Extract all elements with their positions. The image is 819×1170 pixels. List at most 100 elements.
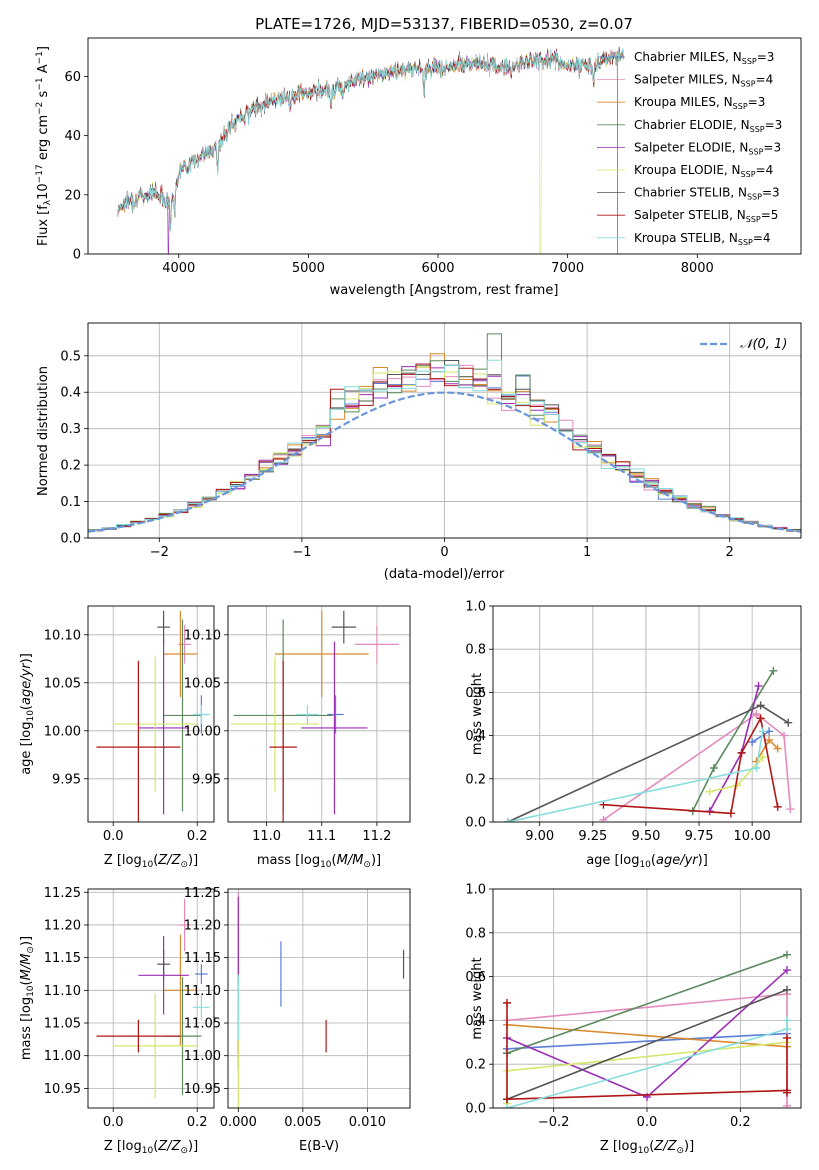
weight-marker <box>733 781 742 790</box>
y-tick-label: 0.2 <box>465 772 486 787</box>
weight-marker <box>503 818 512 822</box>
x-tick-label: 11.0 <box>252 829 281 844</box>
y-tick-label: 0.1 <box>60 495 81 510</box>
weight-marker <box>503 1095 511 1104</box>
axes-frame <box>492 605 802 823</box>
x-tick-label: 9.00 <box>525 829 554 844</box>
legend-label: Salpeter ELODIE, NSSP=3 <box>634 140 781 156</box>
weight-marker <box>783 1033 791 1042</box>
plot-area <box>503 950 791 1108</box>
y-tick-label: 0.3 <box>60 422 81 437</box>
y-tick-label: 11.00 <box>184 1049 221 1064</box>
mass-vs-Z-panel: 0.0 0.2 10.95 11.00 11.05 11.10 11.15 11.20 11.2… <box>19 886 215 1156</box>
x-tick-label: 0.2 <box>187 1115 208 1130</box>
weight-marker <box>756 701 765 710</box>
x-tick-label: 9.50 <box>631 829 660 844</box>
y-tick-label: 9.95 <box>52 772 81 787</box>
x-axis-label: Z [log10(Z/Z⊙)] <box>104 853 198 870</box>
age-vs-mass-panel: 11.0 11.1 11.2 9.95 10.00 10.05 10.10 mass [log… <box>184 605 411 870</box>
weight-line <box>602 713 792 821</box>
x-axis-label: Z [log10(Z/Z⊙)] <box>600 1139 694 1156</box>
y-tick-label: 10.95 <box>184 1082 221 1097</box>
spectrum-title: PLATE=1726, MJD=53137, FIBERID=0530, z=0… <box>255 15 633 33</box>
weight-marker <box>786 805 795 814</box>
y-tick-label: 10.10 <box>44 628 81 643</box>
weight-marker <box>756 714 765 723</box>
weight-marker <box>758 753 767 762</box>
weight-marker <box>599 800 608 809</box>
plot-area <box>230 610 399 822</box>
y-tick-label: 0.8 <box>465 926 486 941</box>
x-tick-label: 0.005 <box>284 1115 321 1130</box>
legend-label: Chabrier MILES, NSSP=3 <box>634 50 774 66</box>
y-tick-label: 60 <box>64 70 81 85</box>
y-tick-label: 1.0 <box>465 883 486 898</box>
y-tick-label: 11.25 <box>184 886 221 901</box>
x-tick-label: 10.00 <box>734 829 771 844</box>
weight-line <box>507 731 764 822</box>
y-tick-label: 10.00 <box>44 724 81 739</box>
spectrum-line <box>117 47 624 230</box>
y-tick-label: 0.6 <box>465 686 486 701</box>
y-tick-label: 11.20 <box>184 918 221 933</box>
y-tick-label: 0.0 <box>465 1102 486 1117</box>
x-axis-label: (data-model)/error <box>384 567 505 582</box>
x-tick-label: 0.2 <box>187 829 208 844</box>
histogram-step <box>88 359 801 538</box>
y-tick-label: 40 <box>64 129 81 144</box>
x-tick-label: 0.010 <box>349 1115 386 1130</box>
y-tick-label: 10.05 <box>44 676 81 691</box>
x-axis-label: age [log10(age/yr)] <box>586 853 708 870</box>
x-tick-label: 2 <box>726 545 734 560</box>
y-tick-label: 0.4 <box>465 1014 486 1029</box>
y-axis-label: age [log10(age/yr)] <box>19 653 36 775</box>
plot-area <box>117 46 624 254</box>
x-axis-label: wavelength [Angstrom, rest frame] <box>330 283 559 298</box>
plot-area <box>96 610 210 822</box>
weight-marker <box>784 718 793 727</box>
x-tick-label: 4000 <box>162 261 195 276</box>
weight-line <box>507 704 789 822</box>
y-tick-label: 1.0 <box>465 600 486 615</box>
weight-marker <box>765 735 774 744</box>
weight-marker <box>599 815 608 822</box>
plot-area <box>96 898 210 1099</box>
plot-area <box>237 892 405 1108</box>
x-tick-label: 6000 <box>421 261 454 276</box>
weight-marker <box>773 802 782 811</box>
weight-marker <box>783 1016 791 1025</box>
y-tick-label: 0.4 <box>60 386 81 401</box>
weight-marker <box>705 787 714 796</box>
y-tick-label: 9.95 <box>192 772 221 787</box>
weight-line <box>751 730 770 743</box>
y-tick-label: 20 <box>64 188 81 203</box>
weight-marker <box>773 744 782 753</box>
y-tick-label: 10.00 <box>184 724 221 739</box>
weight-marker <box>737 748 746 757</box>
weight-marker <box>783 950 791 959</box>
weight-marker <box>503 1104 511 1108</box>
legend-label: Kroupa MILES, NSSP=3 <box>634 95 765 111</box>
weight-marker <box>783 1088 791 1097</box>
y-tick-label: 11.05 <box>44 1017 81 1032</box>
y-tick-label: 11.25 <box>44 886 81 901</box>
y-tick-label: 11.15 <box>44 951 81 966</box>
axes-frame <box>87 888 215 1109</box>
y-tick-label: 11.05 <box>184 1017 221 1032</box>
legend-label: Salpeter MILES, NSSP=4 <box>634 73 773 89</box>
weight-line <box>506 1032 788 1050</box>
y-axis-label: mass weight <box>470 673 485 755</box>
normal-curve <box>88 391 801 533</box>
weight-marker <box>726 809 735 818</box>
weight-marker <box>503 998 511 1007</box>
legend-label: Salpeter STELIB, NSSP=5 <box>634 208 778 224</box>
y-tick-label: 0.6 <box>465 970 486 985</box>
x-tick-label: 0.0 <box>103 1115 124 1130</box>
weight-marker <box>783 1101 791 1108</box>
x-tick-label: 0.000 <box>220 1115 257 1130</box>
y-tick-label: 0.5 <box>60 349 81 364</box>
legend-label: Kroupa STELIB, NSSP=4 <box>634 231 771 247</box>
spectrum-panel: 4000 5000 6000 7000 8000 0 20 40 60 Chabrier MILE… <box>35 37 802 298</box>
spectrum-line <box>117 48 624 231</box>
